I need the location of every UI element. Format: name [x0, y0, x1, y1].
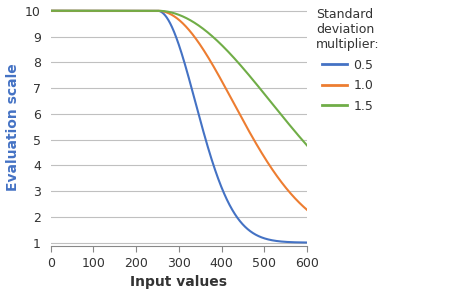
Legend: 0.5, 1.0, 1.5: 0.5, 1.0, 1.5	[316, 8, 380, 113]
Y-axis label: Evaluation scale: Evaluation scale	[6, 63, 20, 191]
X-axis label: Input values: Input values	[130, 276, 227, 289]
